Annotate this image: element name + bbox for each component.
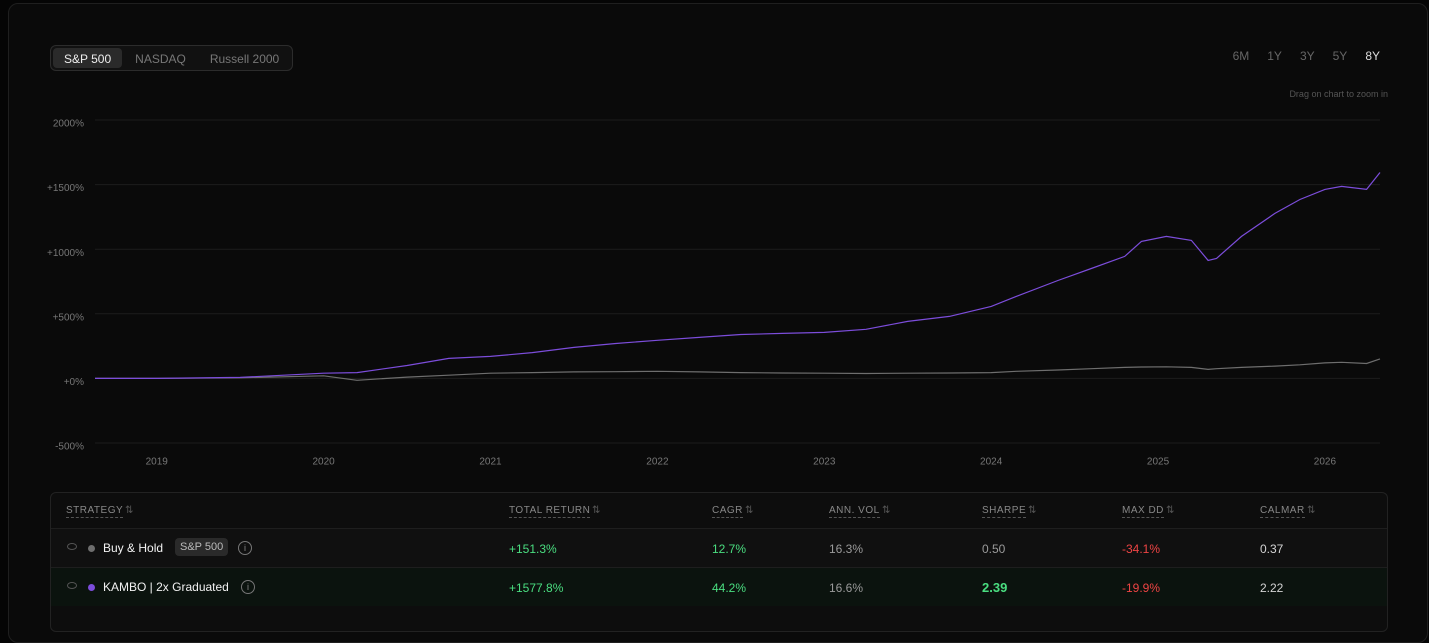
x-tick-label: 2024 [980,457,1003,468]
column-header[interactable]: SHARPE [982,505,1027,518]
cell: 12.7% [712,542,747,556]
range-tab[interactable]: 6M [1232,49,1250,63]
badge: S&P 500 [175,538,229,556]
cell: +1577.8% [509,581,564,595]
chart: -500% +0% +500% +1000% +1500% 2000% 2019 2020 20… [47,119,1381,468]
y-tick-label: +1000% [47,248,84,259]
range-tab[interactable]: 1Y [1267,49,1282,63]
range-tab[interactable]: 5Y [1332,49,1348,63]
cell: 44.2% [712,581,747,595]
info-icon[interactable]: i [241,580,255,594]
x-tick-label: 2025 [1147,457,1170,468]
sort-icon: ⇅ [882,505,891,516]
sort-icon: ⇅ [592,505,601,516]
x-tick-label: 2019 [146,457,169,468]
sort-icon: ⇅ [1028,505,1037,516]
sort-icon: ⇅ [1166,505,1175,516]
cell: 16.3% [829,542,864,556]
column-header[interactable]: ANN. VOL [829,505,880,518]
table-row: KAMBO | 2x Graduated i +1577.8% 44.2% 16.6% 2… [51,567,1387,606]
series-line [95,172,1381,379]
y-tick-label: 2000% [53,119,84,130]
info-icon[interactable]: i [238,541,252,555]
index-tab[interactable]: NASDAQ [135,52,186,66]
hint: Drag on chart to zoom in [1289,89,1388,99]
x-tick-label: 2026 [1314,457,1337,468]
eye-icon[interactable] [67,543,77,550]
sort-icon: ⇅ [745,505,754,516]
cell: 2.39 [982,580,1008,595]
cell: -34.1% [1122,542,1161,556]
cell: 0.37 [1260,542,1284,556]
column-header[interactable]: CAGR [712,505,743,518]
eye-icon[interactable] [67,582,77,589]
index-tab[interactable]: Russell 2000 [209,52,280,66]
cell: 0.50 [982,542,1006,556]
series-line [95,358,1381,381]
y-tick-label: -500% [55,442,84,453]
range-tab[interactable]: 8Y [1365,49,1380,63]
x-tick-label: 2022 [646,457,669,468]
column-header[interactable]: CALMAR [1260,505,1305,518]
cell: -19.9% [1122,581,1161,595]
y-tick-label: +500% [53,312,85,323]
sort-icon: ⇅ [125,505,134,516]
series-dot [88,584,95,591]
table-row: Buy & Hold S&P 500 i +151.3% 12.7% 16.3% 0.50 -… [51,528,1387,567]
page: S&P 500 NASDAQ Russell 2000 6M 1Y 3Y 5Y 8Y Dra… [8,3,1428,643]
x-tick-label: 2020 [313,457,336,468]
table: STRATEGY ⇅ TOTAL RETURN ⇅ CAGR ⇅ ANN. VOL ⇅ SHAR… [50,492,1388,632]
cell: 2.22 [1260,581,1284,595]
series-dot [88,545,95,552]
strategy-name: Buy & Hold [103,541,164,555]
column-header[interactable]: MAX DD [1122,505,1164,518]
x-tick-label: 2023 [813,457,836,468]
y-tick-label: +0% [64,377,84,388]
cell: 16.6% [829,581,864,595]
column-header[interactable]: TOTAL RETURN [509,505,591,518]
sort-icon: ⇅ [1307,505,1316,516]
index-tab[interactable]: S&P 500 [53,48,123,68]
cell: +151.3% [509,542,557,556]
strategy-name: KAMBO | 2x Graduated [103,580,229,594]
y-tick-label: +1500% [47,183,84,194]
range-tab[interactable]: 3Y [1299,49,1315,63]
index-tabs: S&P 500 NASDAQ Russell 2000 [50,45,294,71]
x-tick-label: 2021 [479,457,502,468]
column-header[interactable]: STRATEGY [66,505,124,518]
range-tabs: 6M 1Y 3Y 5Y 8Y [1224,49,1389,63]
